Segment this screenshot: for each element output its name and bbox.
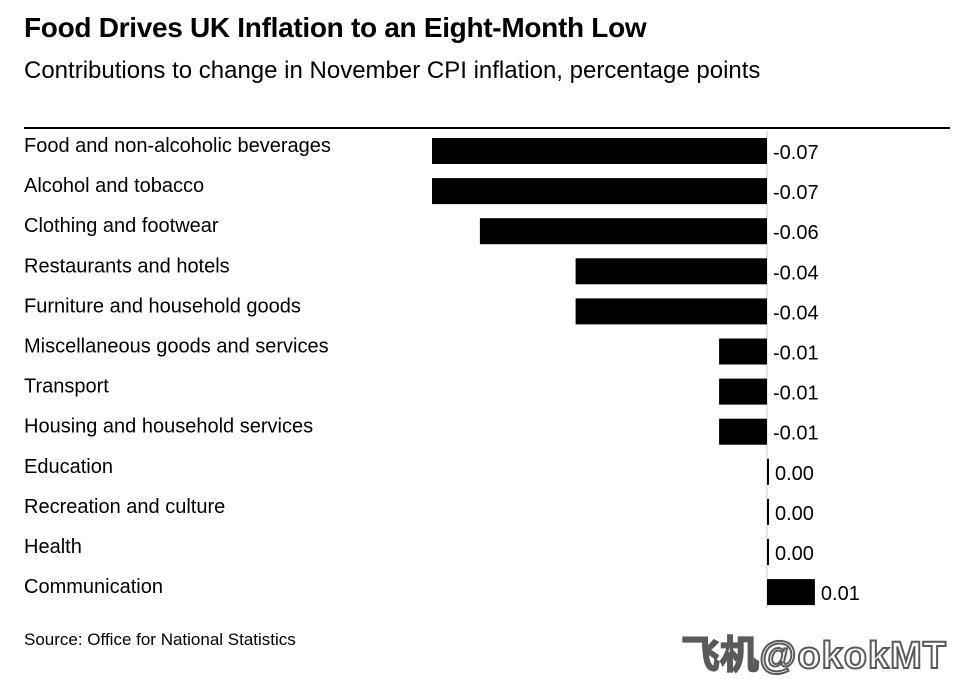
bar (719, 338, 767, 365)
category-label: Food and non-alcoholic beverages (24, 135, 331, 157)
data-label: -0.04 (773, 262, 819, 284)
watermark: 飞机@okokMT (680, 634, 947, 678)
category-label: Housing and household services (24, 416, 313, 438)
data-label: -0.01 (773, 423, 819, 445)
category-label: Miscellaneous goods and services (24, 336, 329, 358)
data-label: -0.07 (773, 142, 819, 164)
bar (767, 458, 769, 485)
bar (719, 378, 767, 405)
data-label: -0.01 (773, 343, 819, 365)
category-label: Restaurants and hotels (24, 255, 230, 277)
bar (575, 258, 767, 285)
data-label: -0.07 (773, 182, 819, 204)
bar (575, 298, 767, 325)
category-label: Furniture and household goods (24, 295, 301, 317)
bar (767, 579, 815, 606)
data-label: 0.01 (821, 583, 860, 605)
source-note: Source: Office for National Statistics (24, 630, 296, 649)
category-label: Health (24, 536, 82, 558)
category-label: Transport (24, 376, 109, 398)
category-label: Clothing and footwear (24, 215, 219, 237)
data-label: -0.01 (773, 383, 819, 405)
data-label: 0.00 (775, 463, 814, 485)
bar (719, 418, 767, 445)
data-label: -0.06 (773, 222, 819, 244)
data-label: 0.00 (775, 503, 814, 525)
bar (479, 218, 767, 245)
data-label: -0.04 (773, 302, 819, 324)
chart-title: Food Drives UK Inflation to an Eight-Mon… (24, 12, 647, 43)
category-label: Education (24, 456, 113, 478)
category-label: Recreation and culture (24, 496, 225, 518)
bar (767, 539, 769, 565)
top-rule (24, 127, 950, 129)
chart-subtitle: Contributions to change in November CPI … (24, 57, 761, 84)
bar (432, 138, 767, 164)
category-label: Communication (24, 576, 163, 598)
category-label: Alcohol and tobacco (24, 175, 204, 197)
data-label: 0.00 (775, 543, 814, 565)
bar (432, 178, 767, 205)
bar (767, 498, 769, 525)
